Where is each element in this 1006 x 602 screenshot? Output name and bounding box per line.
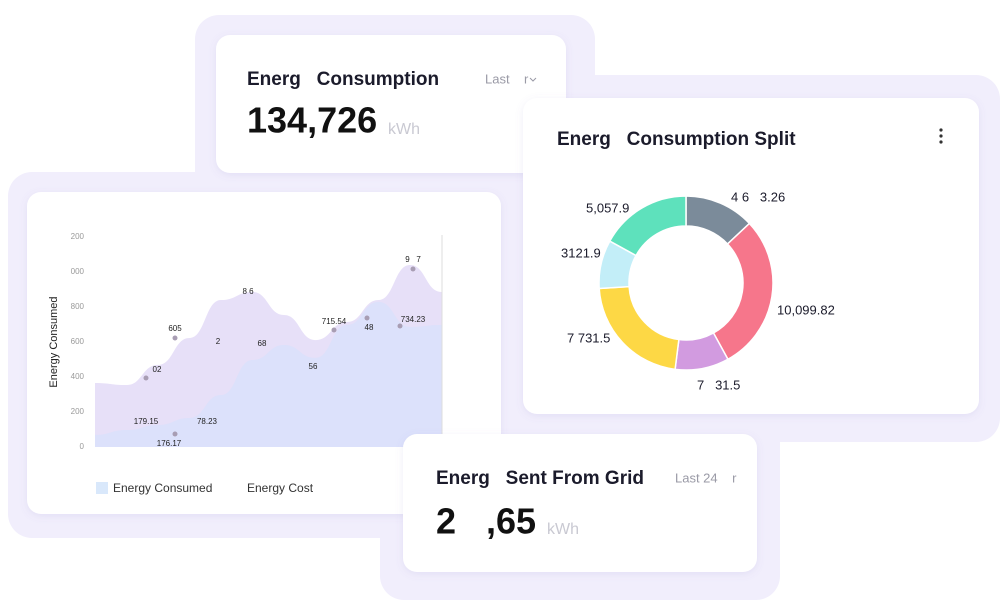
point-label: 734.23 [401, 315, 426, 324]
slice-label: 5,057.9 [586, 200, 629, 215]
card [403, 434, 757, 572]
card-title: Energ Consumption [247, 69, 439, 90]
point-label: 179.15 [134, 417, 159, 426]
period-dropdown[interactable]: Last 24 r [675, 470, 737, 485]
period-dropdown[interactable]: Last r [485, 71, 529, 86]
point-label: 02 [153, 365, 162, 374]
consumption-card: Energ Consumption Last r 134,726 kWh [216, 35, 566, 173]
y-tick-label: 0 [80, 442, 85, 451]
y-tick-label: 400 [71, 372, 85, 381]
y-tick-label: 800 [71, 302, 85, 311]
dropdown-arrow [529, 77, 537, 82]
card [216, 35, 566, 173]
trend-card: Energy Consumed 0 200 400 600 800 000 200 02 6… [27, 192, 501, 514]
y-axis-label: Energy Consumed [48, 296, 60, 387]
slice-label: 7 731.5 [567, 330, 610, 345]
donut [598, 195, 774, 371]
split-card: Energ Consumption Split 4 6 3.26 10,099.… [523, 98, 979, 414]
point-label: 8 6 [242, 287, 254, 296]
point-label: 2 [216, 337, 221, 346]
kpi-value: 2 ,65 [436, 501, 536, 542]
donut-slice [608, 195, 687, 257]
card-title: Energ Sent From Grid [436, 468, 644, 489]
y-tick-label: 600 [71, 337, 85, 346]
menu-button[interactable] [939, 128, 943, 144]
slice-label: 4 6 3.26 [731, 189, 785, 204]
slice-label: 3121.9 [561, 245, 601, 260]
point-label: 176.17 [157, 439, 182, 448]
slice-label: 7 31.5 [697, 377, 740, 392]
point-label: 9 7 [405, 255, 421, 264]
point-label: 68 [258, 339, 267, 348]
legend-swatch [96, 482, 108, 494]
card-title: Energ Consumption Split [557, 129, 796, 150]
y-tick-label: 200 [71, 232, 85, 241]
point-label: 78.23 [197, 417, 218, 426]
y-tick-label: 000 [71, 267, 85, 276]
kpi-value: 134,726 [247, 100, 377, 141]
legend-label: Energy Consumed [113, 481, 212, 495]
kpi-unit: kWh [547, 521, 579, 538]
kpi-unit: kWh [388, 121, 420, 138]
point-label: 715.54 [322, 317, 347, 326]
y-tick-label: 200 [71, 407, 85, 416]
grid-card: Energ Sent From Grid Last 24 r 2 ,65 kWh [403, 434, 757, 572]
point-label: 56 [309, 362, 318, 371]
point-label: 48 [365, 323, 374, 332]
legend-label: Energy Cost [247, 481, 314, 495]
point-label: 605 [168, 324, 182, 333]
point-dots [143, 266, 416, 437]
slice-label: 10,099.82 [777, 302, 835, 317]
area [95, 301, 442, 447]
plot: 0 200 400 600 800 000 200 [71, 232, 442, 451]
